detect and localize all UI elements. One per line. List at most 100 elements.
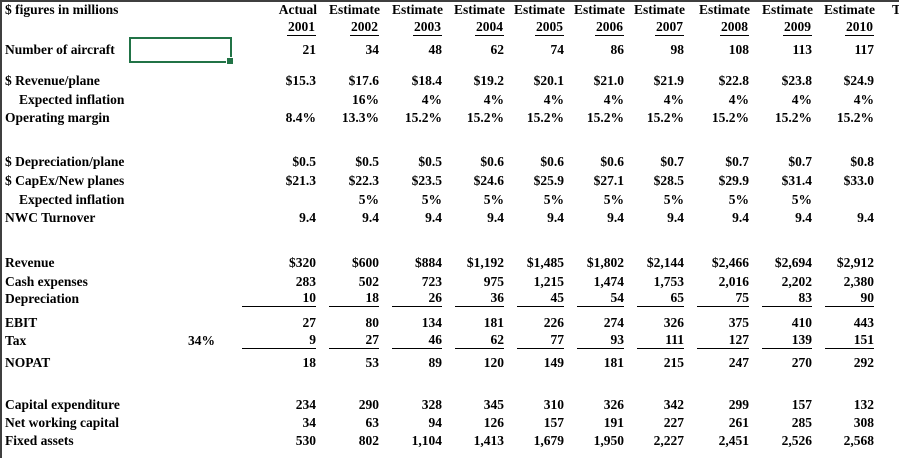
cell-expected-inflation-capex-2003[interactable]: 5% — [421, 191, 442, 207]
cell-depreciation-per-plane-2008[interactable]: $0.7 — [725, 154, 749, 170]
blank-cell[interactable] — [877, 273, 899, 291]
cell-fixed-assets-2001[interactable]: 530 — [295, 433, 316, 449]
blank-cell[interactable] — [877, 153, 899, 172]
cell-depreciation-per-plane-2002[interactable]: $0.5 — [355, 154, 379, 170]
col-header-2010[interactable]: 2010 — [815, 19, 877, 37]
cell-depreciation-2007[interactable]: 65 — [627, 290, 687, 308]
cell-net-working-capital-2010[interactable]: 308 — [853, 415, 874, 431]
col-header-2004[interactable]: 2004 — [445, 19, 507, 37]
col-type-header-2005[interactable]: Estimate — [514, 2, 565, 18]
col-header-2007[interactable]: 2007 — [627, 19, 687, 37]
blank-cell[interactable] — [129, 396, 232, 414]
cell-expected-inflation-revenue-2010[interactable]: 4% — [853, 91, 874, 107]
blank-cell[interactable] — [877, 109, 899, 127]
cell-cash-expenses-2010[interactable]: 2,380 — [843, 273, 874, 289]
cell-expected-inflation-capex-2007[interactable]: 5% — [663, 191, 684, 207]
cell-depreciation-2009[interactable]: 83 — [752, 290, 815, 308]
cell-capital-expenditure-2009[interactable]: 157 — [791, 397, 812, 413]
cell-depreciation-2003[interactable]: 26 — [382, 290, 445, 308]
cell-expected-inflation-capex-2010[interactable] — [815, 191, 877, 209]
fill-handle[interactable] — [226, 57, 234, 65]
cell-tax-2005[interactable]: 77 — [507, 332, 567, 349]
col-type-header-2007[interactable]: Estimate — [634, 2, 685, 18]
cell-capital-expenditure-2003[interactable]: 328 — [421, 397, 442, 413]
cell-number-of-aircraft-2009[interactable]: 113 — [792, 41, 812, 57]
cell-net-working-capital-2003[interactable]: 94 — [428, 415, 443, 431]
cell-net-working-capital-2005[interactable]: 157 — [543, 415, 564, 431]
col-header-2001[interactable]: 2001 — [232, 19, 319, 37]
cell-expected-inflation-revenue-2008[interactable]: 4% — [728, 91, 749, 107]
blank-cell[interactable] — [129, 291, 232, 307]
cell-number-of-aircraft-2002[interactable]: 34 — [365, 41, 380, 57]
blank-cell[interactable] — [877, 37, 899, 63]
cell-depreciation-2010[interactable]: 90 — [815, 290, 877, 308]
cell-net-working-capital-2006[interactable]: 191 — [603, 415, 624, 431]
blank-cell[interactable] — [877, 209, 899, 228]
blank-cell[interactable] — [129, 191, 232, 209]
cell-number-of-aircraft-2003[interactable]: 48 — [428, 41, 443, 57]
cell-nwc-turnover-2009[interactable]: 9.4 — [795, 210, 812, 226]
cell-number-of-aircraft-2008[interactable]: 108 — [728, 41, 749, 57]
cell-nopat-2006[interactable]: 181 — [603, 355, 624, 371]
cell-expected-inflation-capex-2009[interactable]: 5% — [791, 191, 812, 207]
cell-tax-2004[interactable]: 62 — [445, 332, 507, 349]
cell-fixed-assets-2003[interactable]: 1,104 — [411, 433, 442, 449]
cell-depreciation-per-plane-2005[interactable]: $0.6 — [540, 154, 564, 170]
row-label-depreciation-per-plane[interactable]: $ Depreciation/plane — [5, 154, 125, 170]
blank-cell[interactable] — [877, 313, 899, 332]
cell-revenue-per-plane-2007[interactable]: $21.9 — [653, 73, 684, 89]
col-header-2003[interactable]: 2003 — [382, 19, 445, 37]
blank-cell[interactable] — [129, 432, 232, 450]
cell-number-of-aircraft-2010[interactable]: 117 — [854, 41, 874, 57]
cell-fixed-assets-2004[interactable]: 1,413 — [473, 433, 504, 449]
row-label-fixed-assets[interactable]: Fixed assets — [5, 433, 74, 449]
cell-nopat-2009[interactable]: 270 — [791, 355, 812, 371]
cell-depreciation-2008[interactable]: 75 — [687, 290, 752, 308]
blank-cell[interactable] — [129, 153, 232, 172]
cell-number-of-aircraft-2005[interactable]: 74 — [550, 41, 565, 57]
cell-expected-inflation-revenue-2006[interactable]: 4% — [603, 91, 624, 107]
cell-operating-margin-2008[interactable]: 15.2% — [711, 109, 749, 125]
cell-nopat-2001[interactable]: 18 — [302, 355, 317, 371]
cell-fixed-assets-2010[interactable]: 2,568 — [843, 433, 874, 449]
cell-revenue-per-plane-2003[interactable]: $18.4 — [411, 73, 442, 89]
cell-ebit-2009[interactable]: 410 — [791, 314, 812, 330]
row-label-operating-margin[interactable]: Operating margin — [5, 109, 110, 125]
cell-operating-margin-2003[interactable]: 15.2% — [404, 109, 442, 125]
cell-fixed-assets-2008[interactable]: 2,451 — [718, 433, 749, 449]
cell-depreciation-2006[interactable]: 54 — [567, 290, 627, 308]
col-header-2005[interactable]: 2005 — [507, 19, 567, 37]
row-label-expected-inflation-capex[interactable]: Expected inflation — [19, 191, 125, 207]
blank-cell[interactable] — [877, 332, 899, 349]
cell-depreciation-per-plane-2007[interactable]: $0.7 — [660, 154, 684, 170]
cell-cash-expenses-2003[interactable]: 723 — [421, 273, 442, 289]
blank-cell[interactable] — [877, 291, 899, 307]
cell-revenue-2010[interactable]: $2,912 — [836, 255, 874, 271]
row-label-number-of-aircraft[interactable]: Number of aircraft — [5, 41, 115, 57]
blank-cell[interactable] — [877, 172, 899, 191]
col-type-header-2002[interactable]: Estimate — [329, 2, 380, 18]
row-label-capital-expenditure[interactable]: Capital expenditure — [5, 397, 120, 413]
cell-cash-expenses-2006[interactable]: 1,474 — [593, 273, 624, 289]
cell-nwc-turnover-2004[interactable]: 9.4 — [487, 210, 504, 226]
col-type-header-2006[interactable]: Estimate — [574, 2, 625, 18]
cell-ebit-2006[interactable]: 274 — [603, 314, 624, 330]
cell-fixed-assets-2006[interactable]: 1,950 — [593, 433, 624, 449]
col-type-header-2004[interactable]: Estimate — [454, 2, 505, 18]
cell-capital-expenditure-2006[interactable]: 326 — [603, 397, 624, 413]
cell-nopat-2005[interactable]: 149 — [543, 355, 564, 371]
cell-operating-margin-2004[interactable]: 15.2% — [466, 109, 504, 125]
cell-operating-margin-2009[interactable]: 15.2% — [774, 109, 812, 125]
cell-operating-margin-2005[interactable]: 15.2% — [526, 109, 564, 125]
cell-operating-margin-2006[interactable]: 15.2% — [586, 109, 624, 125]
cell-depreciation-per-plane-2009[interactable]: $0.7 — [788, 154, 812, 170]
cell-operating-margin-2001[interactable]: 8.4% — [285, 109, 316, 125]
cell-expected-inflation-capex-2008[interactable]: 5% — [728, 191, 749, 207]
cell-nopat-2007[interactable]: 215 — [663, 355, 684, 371]
cell-operating-margin-2007[interactable]: 15.2% — [646, 109, 684, 125]
cell-net-working-capital-2004[interactable]: 126 — [483, 415, 504, 431]
cell-cash-expenses-2008[interactable]: 2,016 — [718, 273, 749, 289]
col-header-2009[interactable]: 2009 — [752, 19, 815, 37]
blank-cell[interactable] — [877, 191, 899, 209]
cell-revenue-per-plane-2001[interactable]: $15.3 — [285, 73, 316, 89]
